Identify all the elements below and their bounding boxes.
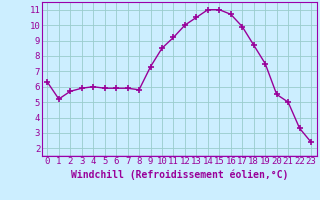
X-axis label: Windchill (Refroidissement éolien,°C): Windchill (Refroidissement éolien,°C) — [70, 169, 288, 180]
